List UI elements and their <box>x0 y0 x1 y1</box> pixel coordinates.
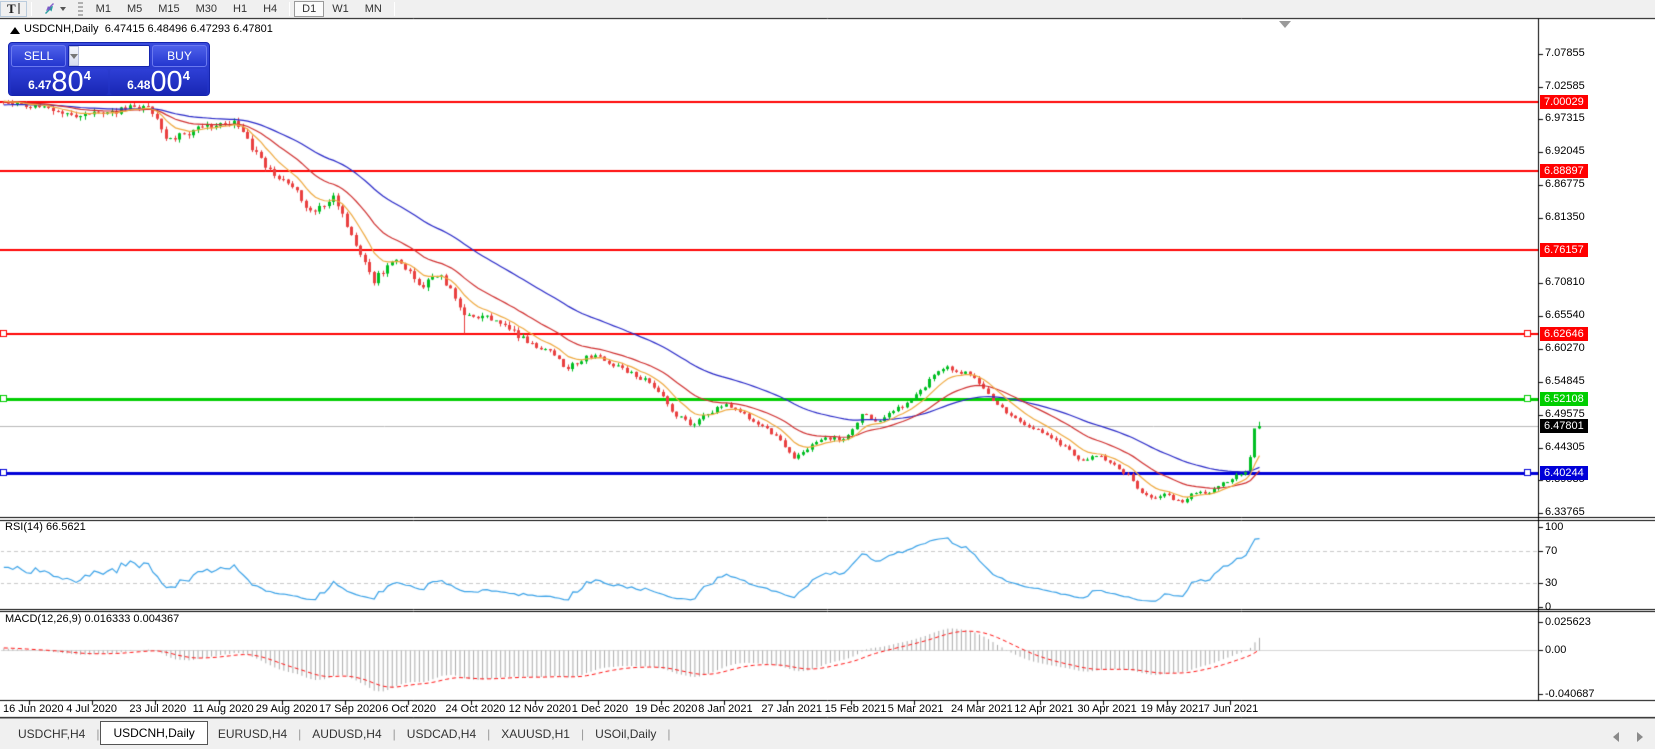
chart-tab-usdcnh[interactable]: USDCNH,Daily <box>100 721 208 745</box>
timeframe-h4[interactable]: H4 <box>263 2 278 15</box>
timeframe-h1[interactable]: H1 <box>233 2 248 15</box>
chart-tab-usdcad[interactable]: USDCAD,H4 <box>406 727 477 741</box>
tab-separator: | <box>487 727 491 741</box>
timeframe-m30[interactable]: M30 <box>195 2 218 15</box>
timeframe-m1[interactable]: M1 <box>95 2 111 15</box>
timeframe-m5[interactable]: M5 <box>126 2 143 15</box>
volume-input[interactable] <box>79 46 149 66</box>
chart-tab-eurusd[interactable]: EURUSD,H4 <box>217 727 288 741</box>
buy-button[interactable]: BUY <box>152 45 207 67</box>
tab-separator: | <box>667 727 671 741</box>
chart-tab-usdchf[interactable]: USDCHF,H4 <box>18 727 86 741</box>
tab-scroll-left-button[interactable] <box>1613 732 1619 742</box>
timeframe-w1[interactable]: W1 <box>332 2 349 15</box>
buy-price-pip: 4 <box>182 68 190 83</box>
sell-price-pip: 4 <box>83 68 91 83</box>
sell-button[interactable]: SELL <box>11 45 66 67</box>
text-tool-button[interactable]: T <box>0 0 27 17</box>
chart-tab-xauusd[interactable]: XAUUSD,H1 <box>501 727 570 741</box>
dropdown-caret-icon <box>59 6 66 11</box>
toolbar-grip[interactable] <box>77 1 83 16</box>
chart-tab-bar: USDCHF,H4 | USDCNH,Daily EURUSD,H4 | AUDUSD,H… <box>0 718 1655 749</box>
top-toolbar: T M1 M5 M15 M30 H1 H4 D1 W1 MN <box>0 0 1655 18</box>
toolbar-separator <box>30 1 32 16</box>
timeframe-mn[interactable]: MN <box>364 2 382 15</box>
volume-decrease-button[interactable] <box>69 46 79 66</box>
sell-price-small: 6.47 <box>28 78 52 92</box>
chart-tab-usoil[interactable]: USOil,Daily <box>595 727 657 741</box>
timeframe-m15[interactable]: M15 <box>158 2 180 15</box>
tab-separator: | <box>298 727 302 741</box>
sell-price-display[interactable]: 6.47 80 4 <box>11 66 108 98</box>
text-cursor-icon <box>17 3 20 14</box>
buy-price-display[interactable]: 6.48 00 4 <box>110 66 207 98</box>
text-tool-icon: T <box>7 0 16 16</box>
buy-price-big: 00 <box>150 66 183 98</box>
drawing-tools-button[interactable] <box>36 1 73 17</box>
chart-tab-audusd[interactable]: AUDUSD,H4 <box>312 727 382 741</box>
timeframe-d1[interactable]: D1 <box>294 0 325 17</box>
toolbar-separator <box>393 1 395 16</box>
spin-down-icon <box>70 53 78 59</box>
sell-price-big: 80 <box>51 66 84 98</box>
arrows-tool-icon <box>44 3 54 14</box>
timeframe-group: M1 M5 M15 M30 H1 H4 D1 W1 MN <box>88 0 399 17</box>
tab-separator: | <box>392 727 396 741</box>
tab-scroll-right-button[interactable] <box>1637 732 1643 742</box>
tab-separator: | <box>580 727 585 741</box>
buy-price-small: 6.48 <box>127 78 151 92</box>
toolbar-separator <box>289 1 291 16</box>
tab-separator: | <box>96 727 100 741</box>
